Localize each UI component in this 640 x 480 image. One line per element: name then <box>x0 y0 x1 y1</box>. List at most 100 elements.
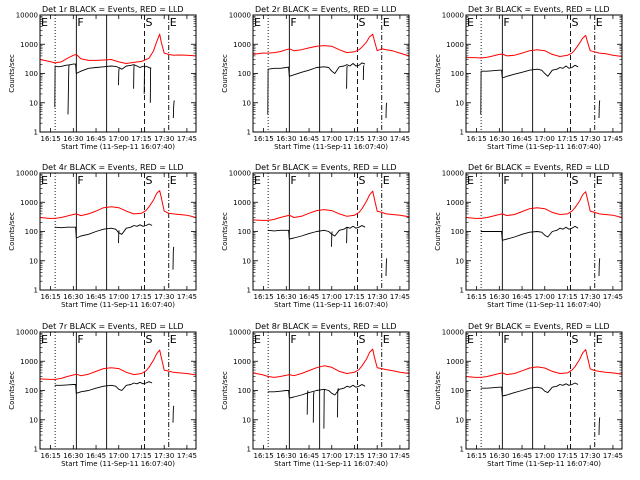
y-tick-label: 100 <box>238 387 251 395</box>
events-series-line <box>337 388 339 418</box>
time-marker-label: E <box>596 174 603 187</box>
time-marker-label: E <box>383 333 390 346</box>
x-tick-label: 16:30 <box>489 452 509 460</box>
y-tick-label: 1000 <box>446 358 464 366</box>
plot-frame <box>465 331 623 450</box>
time-marker-label: E <box>467 16 474 29</box>
y-axis-label: Counts/sec <box>8 371 16 410</box>
events-series-line <box>54 223 153 239</box>
events-series-line <box>480 225 579 241</box>
lld-series-line <box>39 33 197 64</box>
y-tick-label: 1 <box>247 446 251 454</box>
x-tick-label: 17:15 <box>557 452 577 460</box>
y-tick-label: 1 <box>460 287 464 295</box>
plot-frame <box>252 172 410 291</box>
lld-series-line <box>39 190 197 219</box>
y-tick-label: 1000 <box>446 199 464 207</box>
y-tick-label: 10 <box>455 257 464 265</box>
time-marker-label: S <box>359 174 366 187</box>
time-marker-label: F <box>290 333 296 346</box>
y-tick-label: 100 <box>451 228 464 236</box>
time-marker-label: F <box>77 333 83 346</box>
time-marker-label: E <box>170 333 177 346</box>
y-tick-label: 100 <box>238 70 251 78</box>
x-tick-label: 16:45 <box>299 135 319 143</box>
x-tick-label: 16:15 <box>254 452 274 460</box>
time-marker-label: E <box>170 174 177 187</box>
plot-frame <box>252 14 410 133</box>
x-tick-label: 16:30 <box>63 293 83 301</box>
x-tick-label: 17:00 <box>109 135 129 143</box>
x-tick-label: 17:45 <box>390 452 410 460</box>
x-tick-label: 16:30 <box>276 452 296 460</box>
x-tick-label: 16:30 <box>276 135 296 143</box>
x-tick-label: 16:15 <box>467 452 487 460</box>
x-tick-label: 16:45 <box>86 135 106 143</box>
y-tick-label: 10000 <box>16 12 38 20</box>
events-series-line <box>67 64 70 115</box>
x-tick-label: 16:30 <box>489 293 509 301</box>
x-tick-label: 16:45 <box>512 452 532 460</box>
y-axis-label: Counts/sec <box>8 54 16 93</box>
x-axis-label: Start Time (11-Sep-11 16:07:40) <box>61 460 175 468</box>
x-tick-label: 17:15 <box>131 135 151 143</box>
x-tick-label: 17:30 <box>367 135 387 143</box>
x-tick-label: 17:45 <box>390 293 410 301</box>
y-tick-label: 100 <box>451 70 464 78</box>
events-series-line <box>331 231 333 247</box>
events-series-line <box>598 100 601 119</box>
events-series-line <box>598 258 601 277</box>
y-axis-label: Counts/sec <box>221 371 229 410</box>
y-tick-label: 10000 <box>16 170 38 178</box>
lld-series-line <box>39 349 197 380</box>
x-tick-label: 17:00 <box>109 452 129 460</box>
x-axis-label: Start Time (11-Sep-11 16:07:40) <box>61 143 175 151</box>
events-series-line <box>172 100 175 119</box>
plot-title: Det 2r BLACK = Events, RED = LLD <box>255 5 397 14</box>
y-tick-label: 10 <box>242 99 251 107</box>
y-tick-label: 1 <box>34 446 38 454</box>
detector-plot-7: Det 7r BLACK = Events, RED = LLD Counts/s… <box>8 322 197 468</box>
time-marker-label: E <box>467 333 474 346</box>
events-series-line <box>143 66 146 94</box>
time-marker-label: F <box>503 16 509 29</box>
events-series-line <box>267 225 366 240</box>
y-axis-label: Counts/sec <box>434 212 442 251</box>
x-tick-label: 17:15 <box>344 293 364 301</box>
plot-frame <box>39 172 197 291</box>
x-tick-label: 16:45 <box>86 452 106 460</box>
plot-frame <box>39 331 197 450</box>
y-tick-label: 10 <box>29 99 38 107</box>
x-axis-label: Start Time (11-Sep-11 16:07:40) <box>487 301 601 309</box>
x-tick-label: 17:00 <box>535 452 555 460</box>
time-marker-label: E <box>254 16 261 29</box>
x-tick-label: 16:15 <box>41 293 61 301</box>
x-tick-label: 16:15 <box>254 293 274 301</box>
lld-series-line <box>252 33 410 57</box>
events-series-line <box>346 227 348 244</box>
time-marker-label: E <box>254 174 261 187</box>
time-marker-label: E <box>254 333 261 346</box>
time-marker-label: E <box>41 333 48 346</box>
x-tick-label: 16:30 <box>489 135 509 143</box>
x-tick-label: 17:45 <box>177 293 197 301</box>
plot-title: Det 5r BLACK = Events, RED = LLD <box>255 163 397 172</box>
time-marker-label: E <box>41 174 48 187</box>
x-tick-label: 17:00 <box>322 293 342 301</box>
plot-title: Det 3r BLACK = Events, RED = LLD <box>468 5 610 14</box>
time-marker-label: S <box>146 174 153 187</box>
y-tick-label: 1000 <box>233 41 251 49</box>
events-series-line <box>480 64 579 115</box>
x-tick-label: 17:30 <box>367 293 387 301</box>
time-marker-label: F <box>77 174 83 187</box>
detector-plot-9: Det 9r BLACK = Events, RED = LLD Counts/s… <box>434 322 623 468</box>
y-tick-label: 10 <box>242 257 251 265</box>
x-tick-label: 17:30 <box>580 293 600 301</box>
x-tick-label: 17:15 <box>557 135 577 143</box>
y-tick-label: 1000 <box>233 358 251 366</box>
y-tick-label: 1000 <box>20 358 38 366</box>
lld-series-line <box>252 190 410 221</box>
x-tick-label: 16:15 <box>467 293 487 301</box>
y-tick-label: 1 <box>460 446 464 454</box>
